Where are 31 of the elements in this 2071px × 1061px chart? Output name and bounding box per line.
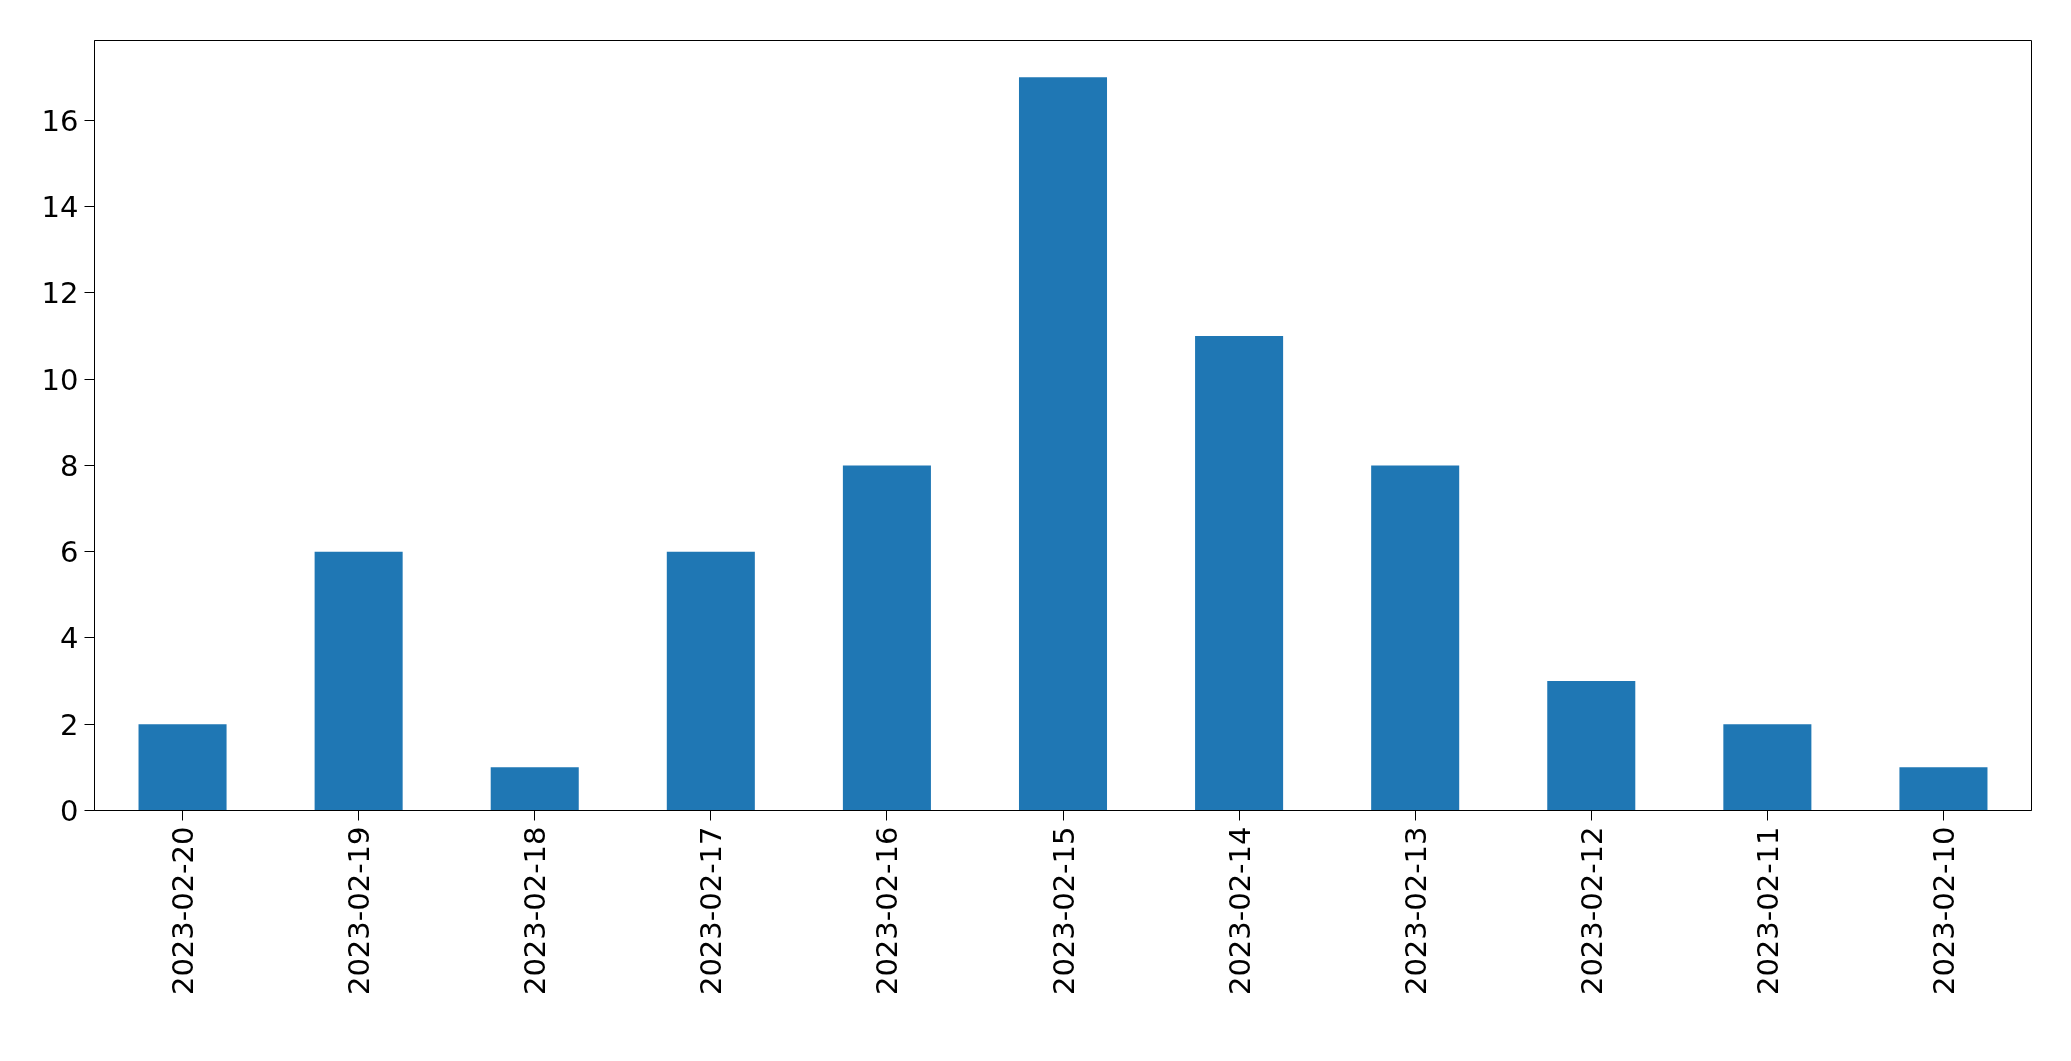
x-tick-label: 2023-02-16: [870, 826, 905, 996]
bar: [1899, 767, 1988, 811]
bar: [666, 551, 755, 811]
y-tick-label: 2: [60, 707, 79, 742]
x-tick-label: 2023-02-14: [1222, 826, 1257, 996]
bar: [1195, 335, 1284, 811]
bar: [138, 724, 227, 811]
bar: [1723, 724, 1812, 811]
x-tick-label: 2023-02-20: [166, 826, 201, 996]
y-tick-label: 8: [60, 448, 79, 483]
y-tick-label: 16: [41, 103, 79, 138]
bar: [842, 465, 931, 811]
y-tick-label: 6: [60, 535, 79, 570]
x-tick-label: 2023-02-11: [1750, 826, 1785, 996]
bar: [1018, 77, 1108, 811]
y-tick-label: 10: [41, 362, 79, 397]
y-tick-label: 4: [60, 621, 79, 656]
x-tick-label: 2023-02-18: [518, 826, 553, 996]
bar: [1371, 465, 1460, 811]
bar: [1547, 681, 1636, 811]
bar: [314, 551, 403, 811]
x-tick-label: 2023-02-15: [1046, 826, 1081, 996]
x-tick-label: 2023-02-19: [342, 826, 377, 996]
y-tick-label: 14: [41, 190, 79, 225]
y-tick-label: 12: [41, 276, 79, 311]
x-tick-label: 2023-02-17: [694, 826, 729, 996]
x-tick-label: 2023-02-12: [1574, 826, 1609, 996]
x-tick-label: 2023-02-13: [1398, 826, 1433, 996]
bar: [490, 767, 579, 811]
x-tick-label: 2023-02-10: [1926, 826, 1961, 996]
y-tick-label: 0: [60, 794, 79, 828]
